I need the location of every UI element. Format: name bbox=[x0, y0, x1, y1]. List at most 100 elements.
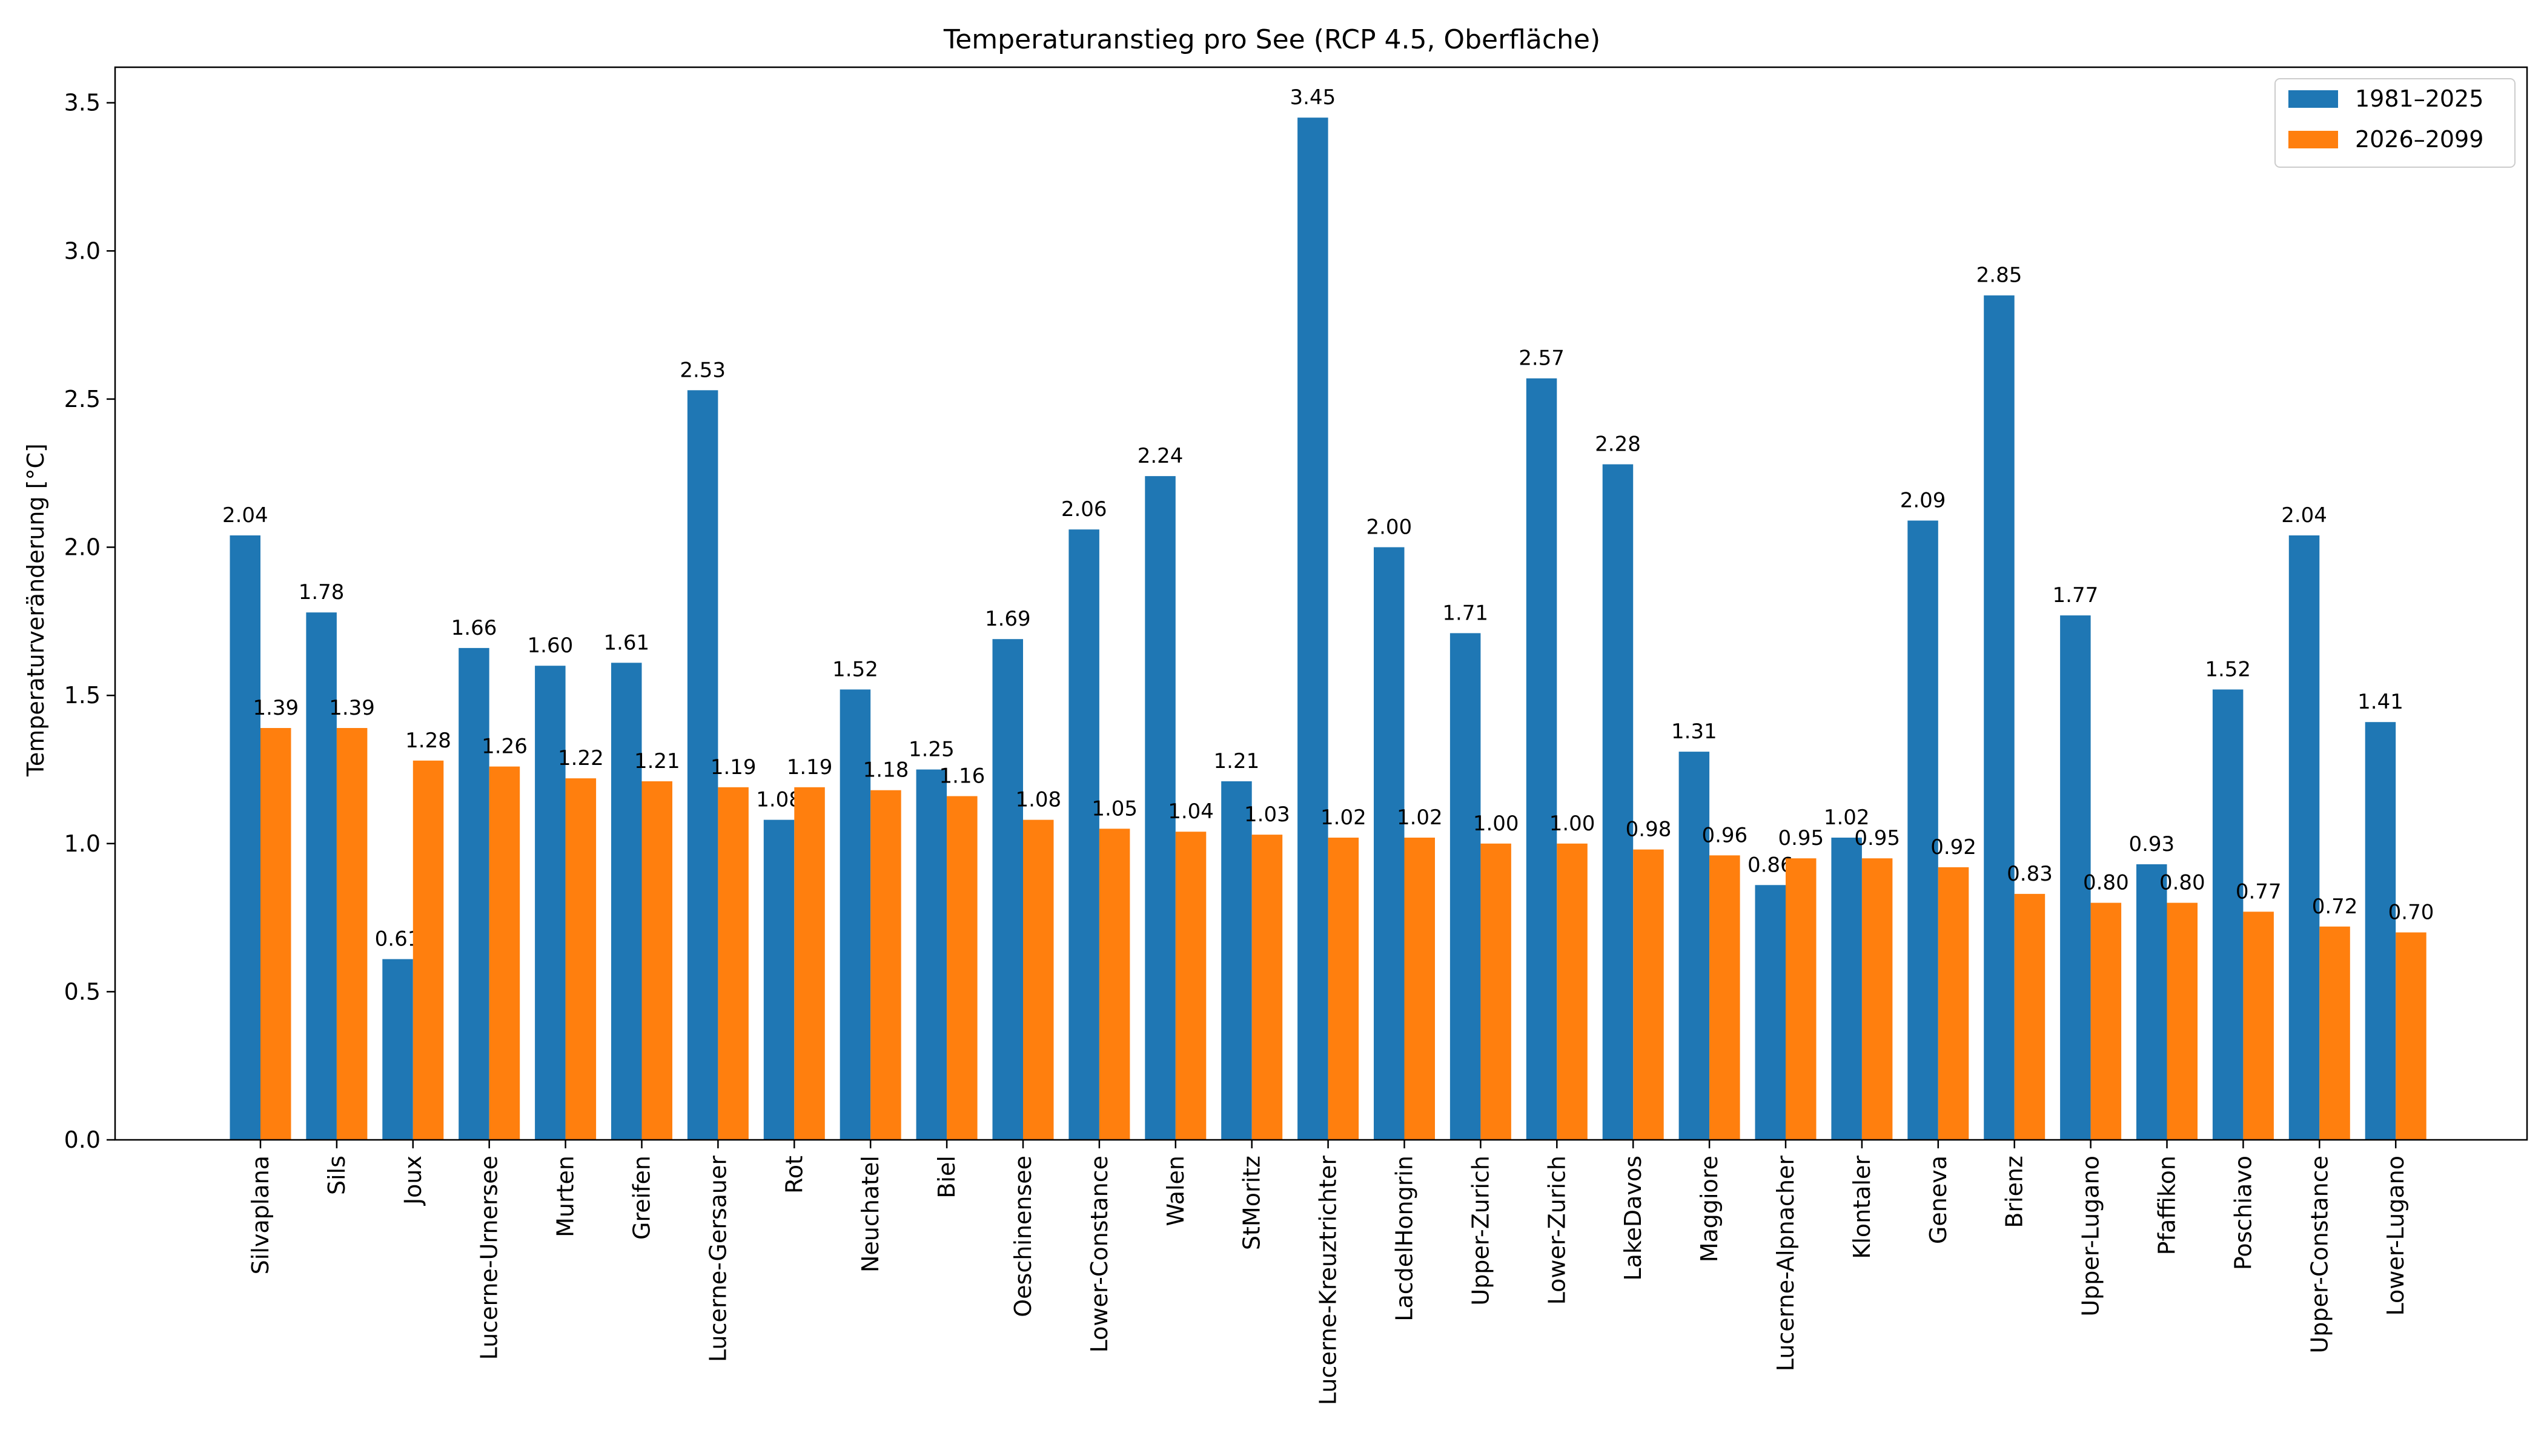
x-tick-label: Brienz bbox=[2001, 1156, 2028, 1228]
data-label-series-2: 1.19 bbox=[711, 755, 757, 779]
bar-series-1 bbox=[1526, 378, 1557, 1140]
data-label-series-1: 1.77 bbox=[2053, 583, 2099, 607]
bar-series-2 bbox=[1938, 867, 1969, 1140]
bar-series-2 bbox=[947, 796, 978, 1140]
x-tick-label: Lucerne-Urnersee bbox=[476, 1156, 503, 1360]
x-tick-label: Walen bbox=[1162, 1156, 1189, 1226]
bar-series-2 bbox=[870, 790, 901, 1140]
bar-series-1 bbox=[2212, 689, 2244, 1140]
x-tick-label: Biel bbox=[933, 1156, 960, 1199]
x-tick-label: StMoritz bbox=[1239, 1156, 1265, 1250]
data-label-series-2: 1.22 bbox=[558, 746, 604, 770]
bar-series-2 bbox=[1099, 829, 1130, 1140]
data-label-series-1: 2.04 bbox=[2281, 503, 2327, 528]
data-label-series-2: 0.80 bbox=[2159, 871, 2205, 895]
bar-series-1 bbox=[1907, 520, 1938, 1140]
data-label-series-2: 0.80 bbox=[2083, 871, 2129, 895]
bar-series-2 bbox=[718, 787, 749, 1140]
bar-series-2 bbox=[565, 778, 597, 1140]
bar-series-2 bbox=[1633, 849, 1664, 1140]
x-tick-label: Upper-Zurich bbox=[1467, 1156, 1494, 1306]
bar-series-2 bbox=[1251, 835, 1283, 1140]
data-label-series-2: 0.95 bbox=[1778, 826, 1824, 850]
y-tick-label: 2.5 bbox=[64, 386, 101, 412]
x-tick-label: Silvaplana bbox=[247, 1156, 274, 1274]
data-label-series-1: 1.71 bbox=[1442, 601, 1488, 625]
data-label-series-2: 1.21 bbox=[634, 749, 680, 773]
data-label-series-1: 1.66 bbox=[451, 616, 497, 640]
y-tick-label: 1.0 bbox=[64, 830, 101, 857]
y-tick-label: 0.0 bbox=[64, 1127, 101, 1153]
bar-series-1 bbox=[459, 647, 489, 1140]
data-label-series-2: 0.96 bbox=[1701, 823, 1747, 847]
data-label-series-2: 1.16 bbox=[939, 764, 985, 789]
y-tick-label: 0.5 bbox=[64, 978, 101, 1005]
data-label-series-2: 1.08 bbox=[1015, 788, 1061, 812]
data-label-series-1: 2.06 bbox=[1061, 497, 1107, 521]
bar-series-1 bbox=[2288, 535, 2320, 1140]
legend: 1981–2025 2026–2099 bbox=[2274, 78, 2516, 168]
bar-series-2 bbox=[1786, 858, 1817, 1140]
legend-swatch-series-2 bbox=[2288, 131, 2338, 148]
data-label-series-1: 2.04 bbox=[222, 503, 268, 528]
legend-label-series-1: 1981–2025 bbox=[2355, 85, 2483, 112]
bar-series-1 bbox=[230, 535, 260, 1140]
bar-series-2 bbox=[1709, 855, 1740, 1140]
y-axis-label: Temperaturveränderung [°C] bbox=[22, 443, 49, 777]
x-tick-label: Joux bbox=[400, 1156, 426, 1206]
bar-series-1 bbox=[1068, 529, 1099, 1140]
data-label-series-1: 0.61 bbox=[375, 927, 421, 951]
data-label-series-2: 1.26 bbox=[482, 735, 528, 759]
data-label-series-2: 0.98 bbox=[1626, 818, 1672, 842]
data-label-series-2: 1.39 bbox=[329, 696, 375, 720]
data-label-series-2: 0.92 bbox=[1930, 835, 1976, 859]
bar-series-1 bbox=[2136, 864, 2167, 1140]
bar-series-2 bbox=[336, 728, 368, 1140]
data-label-series-1: 0.93 bbox=[2128, 832, 2175, 856]
x-tick-label: Poschiavo bbox=[2230, 1156, 2256, 1270]
data-label-series-2: 1.00 bbox=[1549, 812, 1595, 836]
x-tick-label: Upper-Constance bbox=[2306, 1156, 2333, 1354]
bar-series-2 bbox=[1404, 838, 1435, 1140]
bar-series-1 bbox=[1449, 633, 1481, 1140]
data-label-series-2: 0.77 bbox=[2236, 879, 2282, 904]
bar-series-2 bbox=[2319, 926, 2350, 1140]
data-label-series-1: 1.25 bbox=[909, 738, 955, 762]
data-label-series-2: 1.05 bbox=[1091, 796, 1138, 821]
bar-series-1 bbox=[611, 663, 642, 1140]
legend-swatch-series-1 bbox=[2288, 90, 2338, 108]
data-label-series-1: 1.52 bbox=[832, 657, 878, 681]
bar-series-1 bbox=[687, 390, 718, 1140]
bar-series-2 bbox=[2396, 932, 2426, 1140]
bar-series-1 bbox=[916, 769, 947, 1140]
data-label-series-1: 1.78 bbox=[299, 580, 345, 604]
x-tick-label: Oeschinensee bbox=[1010, 1156, 1036, 1317]
bar-series-2 bbox=[641, 781, 672, 1140]
data-label-series-1: 2.57 bbox=[1519, 346, 1565, 371]
x-tick-label: Lucerne-Gersauer bbox=[704, 1156, 731, 1362]
data-label-series-1: 3.45 bbox=[1290, 85, 1336, 110]
y-tick-label: 1.5 bbox=[64, 682, 101, 709]
bar-series-2 bbox=[1480, 843, 1511, 1140]
bar-series-2 bbox=[489, 766, 520, 1140]
bar-series-2 bbox=[1861, 858, 1893, 1140]
y-tick-label: 3.5 bbox=[64, 90, 101, 116]
bar-series-1 bbox=[2060, 615, 2091, 1140]
bar-series-1 bbox=[1374, 547, 1405, 1140]
x-tick-label: Upper-Lugano bbox=[2078, 1156, 2104, 1317]
data-label-series-1: 1.02 bbox=[1824, 806, 1870, 830]
data-label-series-2: 1.04 bbox=[1168, 799, 1214, 824]
x-tick-label: Maggiore bbox=[1696, 1156, 1723, 1262]
bar-series-1 bbox=[1221, 781, 1252, 1140]
bar-series-1 bbox=[2365, 722, 2396, 1140]
bar-series-2 bbox=[1328, 838, 1359, 1140]
data-label-series-2: 0.72 bbox=[2312, 895, 2358, 919]
bar-series-2 bbox=[1023, 819, 1054, 1140]
data-label-series-2: 1.19 bbox=[787, 755, 833, 779]
bar-series-1 bbox=[535, 666, 566, 1140]
x-tick-label: Lucerne-Kreuztrichter bbox=[1315, 1156, 1342, 1405]
data-label-series-2: 1.39 bbox=[253, 696, 299, 720]
chart-title: Temperaturanstieg pro See (RCP 4.5, Ober… bbox=[943, 24, 1600, 55]
